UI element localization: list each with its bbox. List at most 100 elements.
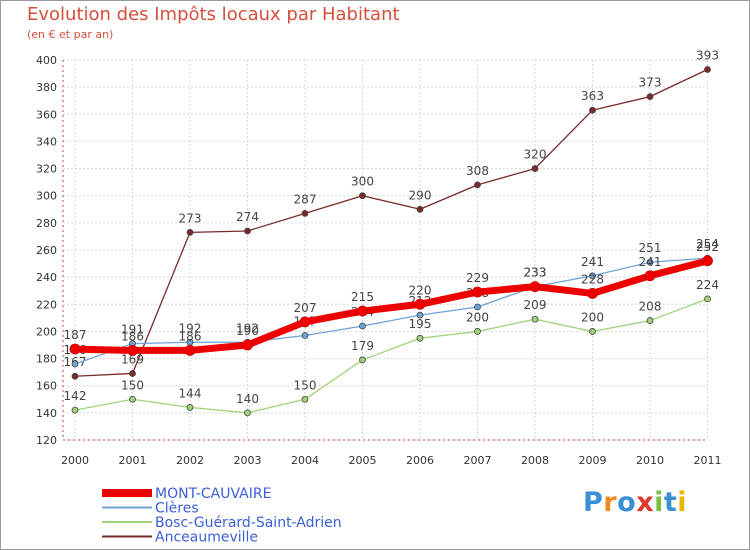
data-point-bosc-gu-rard-saint-adrien (129, 395, 136, 403)
series-line-anceaumeville (74, 68, 709, 377)
data-point-anceaumeville (244, 227, 251, 235)
data-point-anceaumeville (531, 165, 539, 172)
logo-letter: i (654, 487, 664, 518)
series-line-bosc-gu-rard-saint-adrien (74, 298, 709, 414)
logo-letter: P (583, 487, 604, 518)
data-point-anceaumeville (71, 372, 79, 380)
y-tick-label: 180 (36, 353, 57, 366)
data-label-mont-cauvaire: 233 (524, 266, 547, 280)
data-label-mont-cauvaire: 220 (409, 283, 432, 297)
data-label-bosc-gu-rard-saint-adrien: 140 (236, 392, 259, 406)
data-label-anceaumeville: 373 (639, 76, 662, 90)
data-label-anceaumeville: 393 (696, 49, 719, 63)
data-point-cl-res (589, 272, 596, 280)
data-point-bosc-gu-rard-saint-adrien (71, 406, 79, 414)
data-point-mont-cauvaire (644, 270, 656, 282)
data-point-mont-cauvaire (184, 345, 196, 356)
data-point-mont-cauvaire (472, 286, 483, 298)
data-label-bosc-gu-rard-saint-adrien: 200 (466, 310, 489, 324)
data-point-mont-cauvaire (69, 343, 81, 355)
x-tick-label: 2003 (234, 454, 262, 467)
data-point-mont-cauvaire (414, 298, 426, 310)
data-label-mont-cauvaire: 241 (639, 255, 662, 269)
data-point-mont-cauvaire (299, 316, 311, 328)
data-point-cl-res (301, 332, 309, 339)
x-tick-label: 2000 (61, 454, 89, 467)
x-tick-label: 2001 (119, 454, 147, 467)
logo-letter: x (636, 487, 655, 518)
x-tick-label: 2006 (406, 454, 434, 467)
x-tick-label: 2005 (349, 454, 377, 467)
data-label-cl-res: 241 (581, 255, 604, 269)
y-tick-label: 120 (36, 434, 57, 447)
data-label-bosc-gu-rard-saint-adrien: 200 (581, 310, 604, 324)
y-tick-label: 360 (36, 108, 57, 121)
y-tick-label: 380 (36, 81, 57, 94)
logo-letter: t (663, 487, 678, 518)
data-point-anceaumeville (186, 228, 194, 236)
data-label-anceaumeville: 274 (236, 210, 259, 224)
legend-label: Bosc-Guérard-Saint-Adrien (155, 515, 342, 531)
data-point-anceaumeville (301, 209, 309, 217)
data-label-bosc-gu-rard-saint-adrien: 209 (524, 298, 547, 312)
data-point-cl-res (474, 303, 481, 311)
y-tick-label: 140 (36, 407, 57, 420)
data-point-cl-res (646, 258, 654, 266)
data-point-anceaumeville (474, 181, 481, 189)
data-label-cl-res: 233 (524, 266, 547, 280)
data-label-bosc-gu-rard-saint-adrien: 195 (409, 317, 432, 331)
logo-letter: r (603, 487, 618, 518)
y-tick-label: 400 (36, 54, 57, 67)
data-point-anceaumeville (416, 205, 424, 213)
data-label-cl-res: 192 (236, 321, 259, 335)
x-tick-label: 2008 (521, 454, 549, 467)
legend-swatch (102, 489, 152, 497)
data-label-mont-cauvaire: 207 (294, 301, 317, 315)
data-label-anceaumeville: 287 (294, 192, 317, 206)
data-label-anceaumeville: 320 (524, 148, 547, 162)
data-point-mont-cauvaire (529, 281, 541, 293)
data-point-anceaumeville (589, 106, 596, 114)
y-tick-label: 200 (36, 325, 57, 338)
data-point-bosc-gu-rard-saint-adrien (301, 395, 309, 403)
data-point-anceaumeville (704, 66, 711, 73)
x-tick-label: 2002 (176, 454, 204, 467)
data-label-bosc-gu-rard-saint-adrien: 142 (64, 389, 87, 403)
data-label-mont-cauvaire: 190 (236, 324, 259, 338)
logo-letter: o (617, 487, 637, 518)
data-label-bosc-gu-rard-saint-adrien: 179 (351, 339, 374, 353)
data-point-cl-res (359, 322, 366, 330)
data-point-anceaumeville (129, 370, 136, 377)
data-point-mont-cauvaire (242, 339, 253, 351)
data-point-bosc-gu-rard-saint-adrien (186, 404, 194, 411)
data-point-bosc-gu-rard-saint-adrien (416, 334, 424, 342)
data-label-bosc-gu-rard-saint-adrien: 150 (121, 378, 144, 392)
y-tick-label: 220 (36, 298, 57, 311)
y-tick-label: 160 (36, 380, 57, 393)
data-point-cl-res (416, 311, 424, 319)
data-point-bosc-gu-rard-saint-adrien (646, 317, 654, 324)
data-point-cl-res (71, 360, 79, 368)
y-tick-label: 280 (36, 217, 57, 230)
chart-subtitle: (en € et par an) (27, 28, 114, 41)
data-label-anceaumeville: 300 (351, 175, 374, 189)
x-tick-label: 2010 (636, 454, 664, 467)
series-line-mont-cauvaire (71, 257, 711, 354)
data-label-mont-cauvaire: 252 (696, 240, 719, 254)
data-point-anceaumeville (359, 192, 366, 200)
data-point-bosc-gu-rard-saint-adrien (474, 328, 481, 335)
data-point-mont-cauvaire (587, 288, 598, 299)
data-point-bosc-gu-rard-saint-adrien (359, 356, 366, 364)
y-tick-label: 320 (36, 163, 57, 176)
y-tick-label: 240 (36, 271, 57, 284)
data-label-mont-cauvaire: 187 (64, 328, 87, 342)
data-point-bosc-gu-rard-saint-adrien (531, 315, 539, 323)
data-label-mont-cauvaire: 186 (121, 329, 144, 343)
data-label-bosc-gu-rard-saint-adrien: 224 (696, 278, 719, 292)
y-tick-label: 300 (36, 190, 57, 203)
data-label-mont-cauvaire: 228 (581, 272, 604, 286)
data-label-anceaumeville: 273 (179, 211, 202, 225)
logo-letter: i (677, 487, 688, 518)
proxiti-logo: Proxiti (583, 487, 687, 518)
data-point-mont-cauvaire (127, 345, 138, 356)
